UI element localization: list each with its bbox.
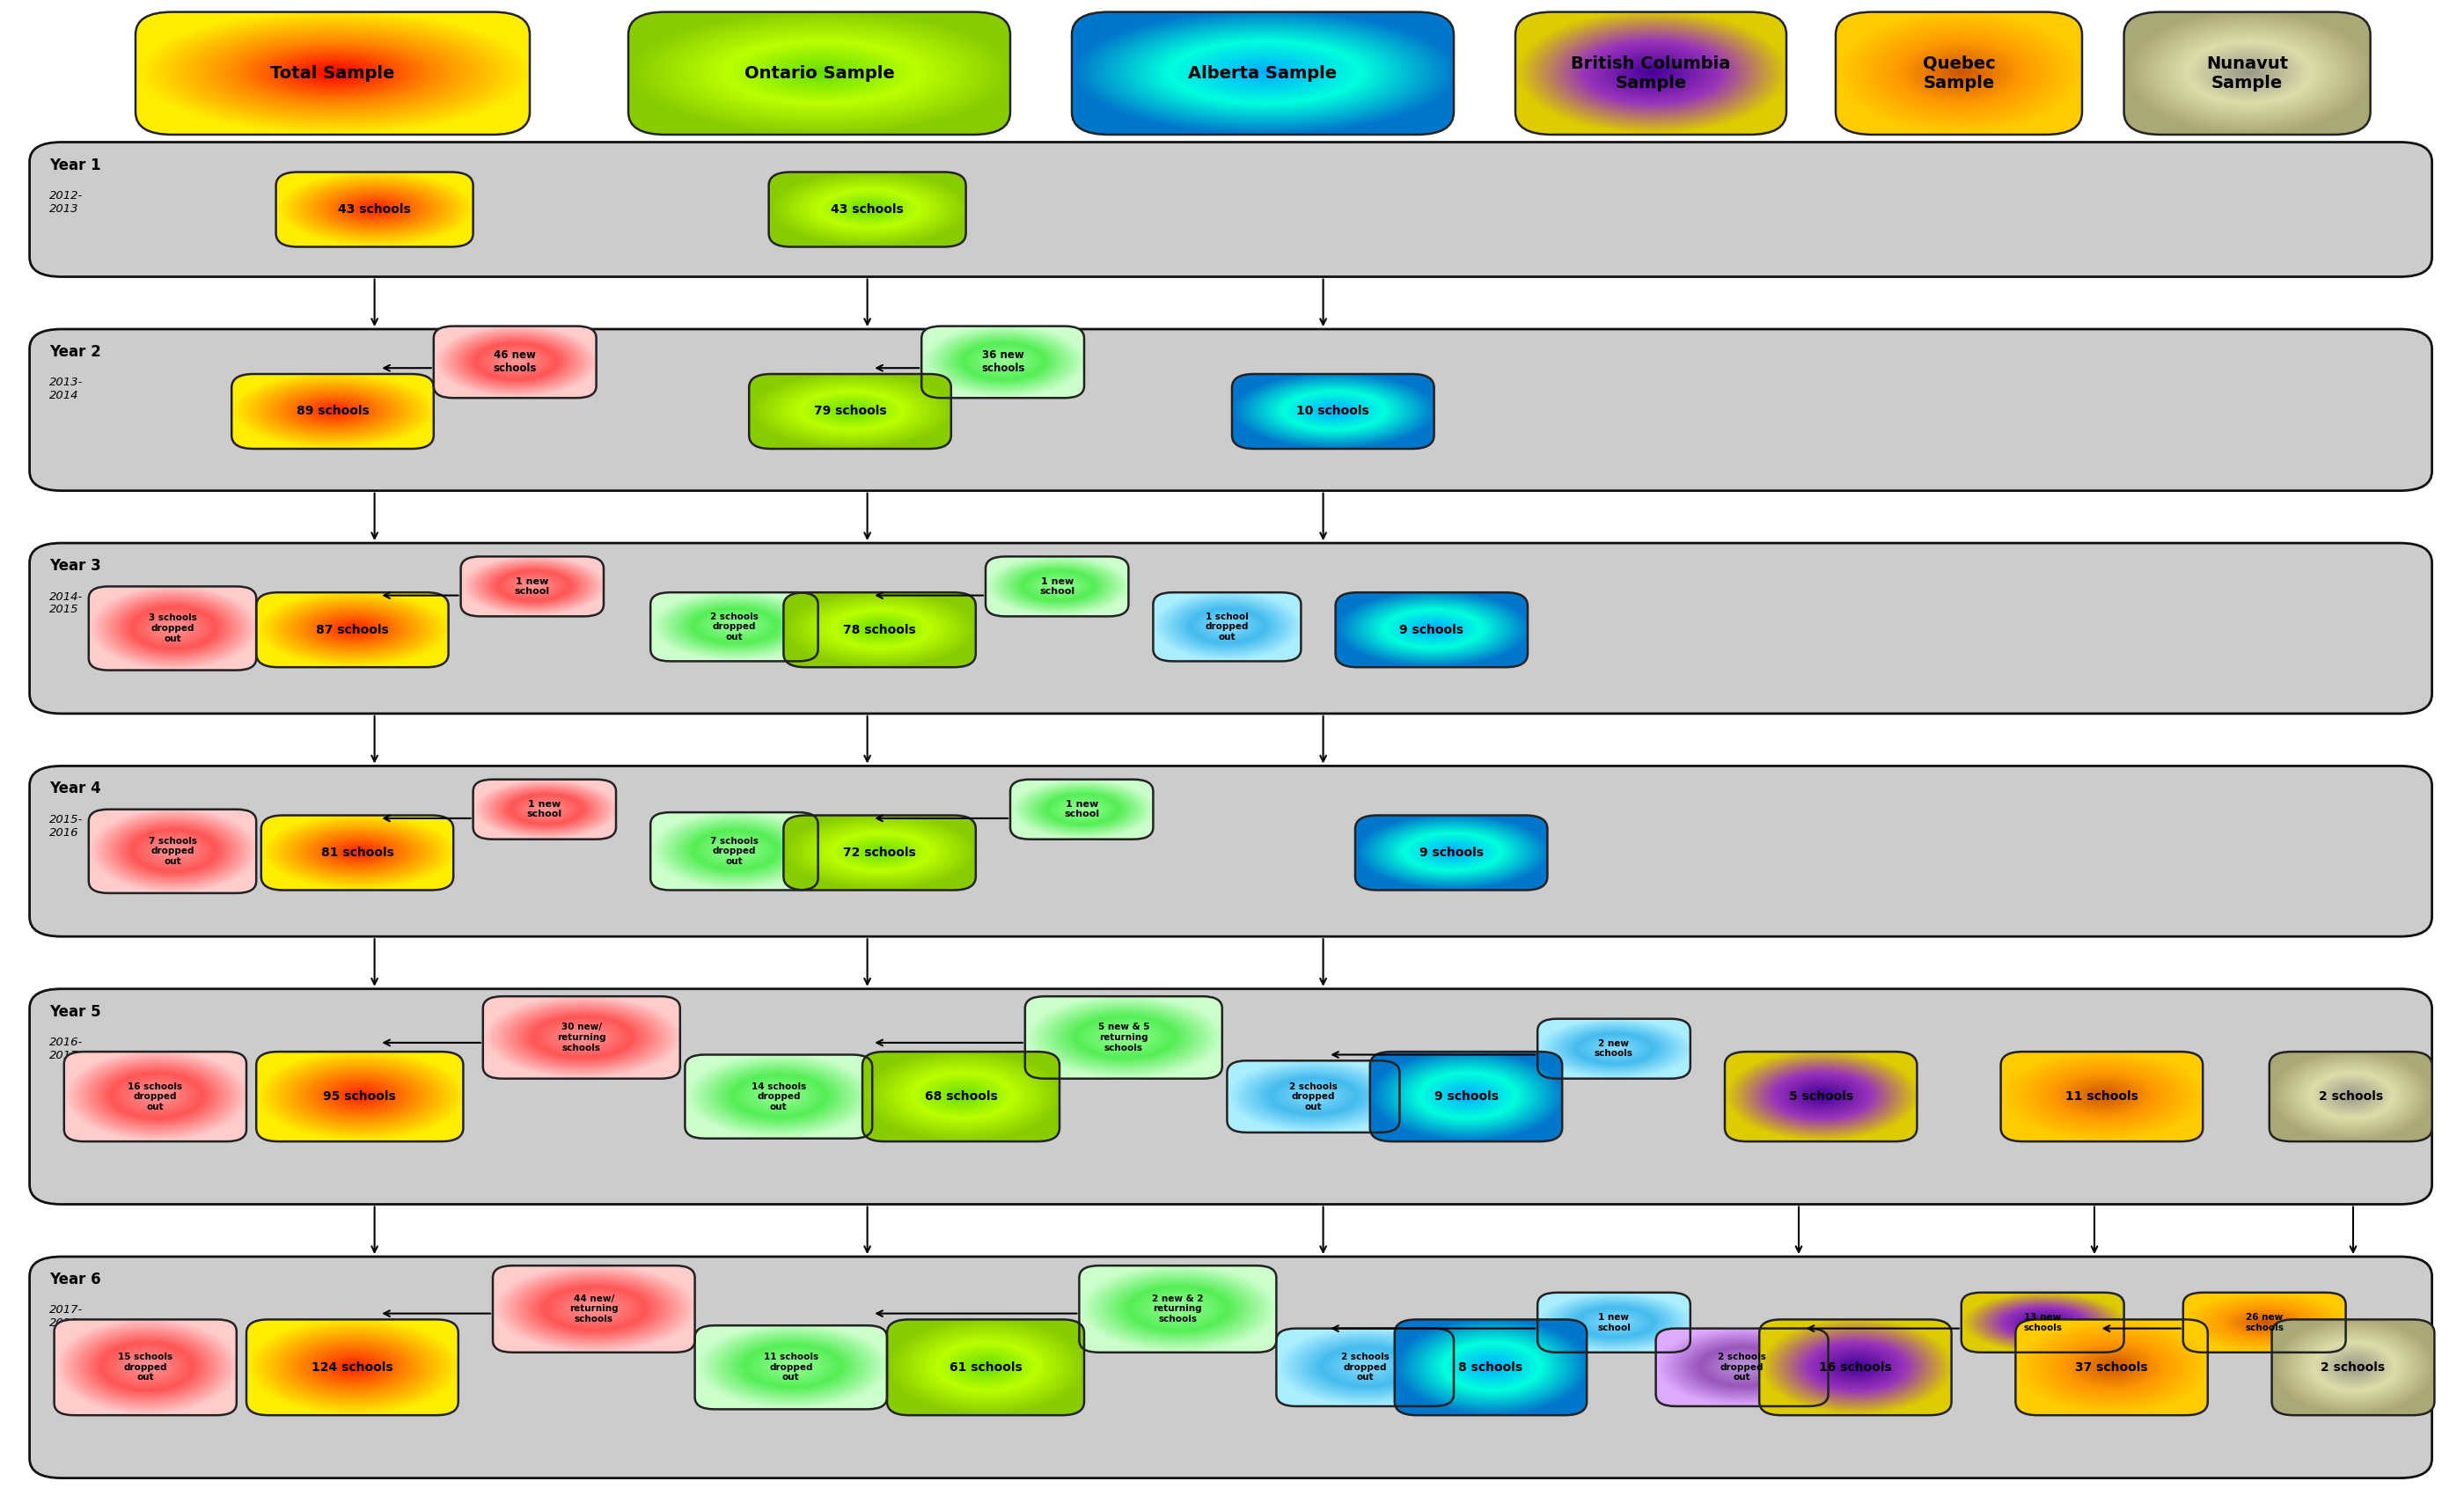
Text: Year 4: Year 4 xyxy=(49,781,101,797)
Text: 89 schools: 89 schools xyxy=(296,405,370,417)
Text: 2017-
2018: 2017- 2018 xyxy=(49,1305,84,1328)
Text: 2 new
schools: 2 new schools xyxy=(1594,1040,1634,1058)
Text: 5 schools: 5 schools xyxy=(1789,1091,1853,1103)
Text: 7 schools
dropped
out: 7 schools dropped out xyxy=(710,836,759,866)
FancyBboxPatch shape xyxy=(30,989,2432,1204)
Text: 16 schools
dropped
out: 16 schools dropped out xyxy=(128,1082,182,1112)
Text: Year 6: Year 6 xyxy=(49,1272,101,1288)
Text: 1 new
school: 1 new school xyxy=(527,800,562,818)
Text: 10 schools: 10 schools xyxy=(1296,405,1370,417)
Text: 2 schools: 2 schools xyxy=(2319,1091,2383,1103)
Text: 72 schools: 72 schools xyxy=(843,847,917,859)
Text: 16 schools: 16 schools xyxy=(1818,1361,1892,1373)
Text: Alberta Sample: Alberta Sample xyxy=(1188,64,1338,82)
Text: 81 schools: 81 schools xyxy=(320,847,394,859)
Text: 30 new/
returning
schools: 30 new/ returning schools xyxy=(557,1023,606,1052)
Text: 61 schools: 61 schools xyxy=(949,1361,1023,1373)
FancyBboxPatch shape xyxy=(30,1257,2432,1478)
Text: Nunavut
Sample: Nunavut Sample xyxy=(2205,55,2289,91)
Text: 2016-
2017: 2016- 2017 xyxy=(49,1037,84,1061)
Text: 2 schools
dropped
out: 2 schools dropped out xyxy=(1717,1352,1767,1382)
Text: 1 new
school: 1 new school xyxy=(515,577,549,595)
Text: 1 new
school: 1 new school xyxy=(1064,800,1099,818)
Text: 36 new
schools: 36 new schools xyxy=(981,350,1025,374)
Text: 2 schools
dropped
out: 2 schools dropped out xyxy=(710,612,759,642)
Text: 124 schools: 124 schools xyxy=(310,1361,394,1373)
Text: 43 schools: 43 schools xyxy=(338,203,411,215)
Text: 2 schools: 2 schools xyxy=(2321,1361,2385,1373)
Text: Year 1: Year 1 xyxy=(49,157,101,174)
Text: 44 new/
returning
schools: 44 new/ returning schools xyxy=(569,1294,618,1324)
FancyBboxPatch shape xyxy=(30,142,2432,277)
Text: Total Sample: Total Sample xyxy=(271,64,394,82)
Text: 5 new & 5
returning
schools: 5 new & 5 returning schools xyxy=(1099,1023,1148,1052)
Text: Quebec
Sample: Quebec Sample xyxy=(1922,55,1996,91)
Text: Year 2: Year 2 xyxy=(49,344,101,361)
Text: Ontario Sample: Ontario Sample xyxy=(744,64,894,82)
Text: 1 new
school: 1 new school xyxy=(1040,577,1074,595)
Text: British Columbia
Sample: British Columbia Sample xyxy=(1572,55,1730,91)
Text: 79 schools: 79 schools xyxy=(813,405,887,417)
FancyBboxPatch shape xyxy=(30,329,2432,491)
Text: 68 schools: 68 schools xyxy=(924,1091,998,1103)
Text: 9 schools: 9 schools xyxy=(1400,624,1464,636)
Text: 13 new
schools: 13 new schools xyxy=(2023,1313,2062,1331)
Text: 7 schools
dropped
out: 7 schools dropped out xyxy=(148,836,197,866)
Text: 95 schools: 95 schools xyxy=(323,1091,397,1103)
Text: 26 new
schools: 26 new schools xyxy=(2245,1313,2284,1331)
Text: 2013-
2014: 2013- 2014 xyxy=(49,377,84,401)
Text: 15 schools
dropped
out: 15 schools dropped out xyxy=(118,1352,172,1382)
Text: 9 schools: 9 schools xyxy=(1434,1091,1498,1103)
Text: 11 schools
dropped
out: 11 schools dropped out xyxy=(764,1352,818,1382)
FancyBboxPatch shape xyxy=(30,543,2432,714)
Text: 2015-
2016: 2015- 2016 xyxy=(49,814,84,838)
Text: 1 school
dropped
out: 1 school dropped out xyxy=(1205,612,1249,642)
Text: Year 5: Year 5 xyxy=(49,1004,101,1020)
Text: 2 schools
dropped
out: 2 schools dropped out xyxy=(1289,1082,1338,1112)
Text: 14 schools
dropped
out: 14 schools dropped out xyxy=(752,1082,806,1112)
Text: 9 schools: 9 schools xyxy=(1419,847,1483,859)
Text: 11 schools: 11 schools xyxy=(2065,1091,2139,1103)
Text: 2014-
2015: 2014- 2015 xyxy=(49,591,84,615)
FancyBboxPatch shape xyxy=(30,766,2432,936)
Text: 43 schools: 43 schools xyxy=(830,203,904,215)
Text: 37 schools: 37 schools xyxy=(2075,1361,2149,1373)
Text: 78 schools: 78 schools xyxy=(843,624,917,636)
Text: 8 schools: 8 schools xyxy=(1459,1361,1523,1373)
Text: 1 new
school: 1 new school xyxy=(1597,1313,1631,1331)
Text: Year 3: Year 3 xyxy=(49,558,101,574)
Text: 2 schools
dropped
out: 2 schools dropped out xyxy=(1340,1352,1390,1382)
Text: 46 new
schools: 46 new schools xyxy=(493,350,537,374)
Text: 87 schools: 87 schools xyxy=(315,624,389,636)
Text: 2 new & 2
returning
schools: 2 new & 2 returning schools xyxy=(1153,1294,1202,1324)
Text: 3 schools
dropped
out: 3 schools dropped out xyxy=(148,613,197,643)
Text: 2012-
2013: 2012- 2013 xyxy=(49,190,84,214)
